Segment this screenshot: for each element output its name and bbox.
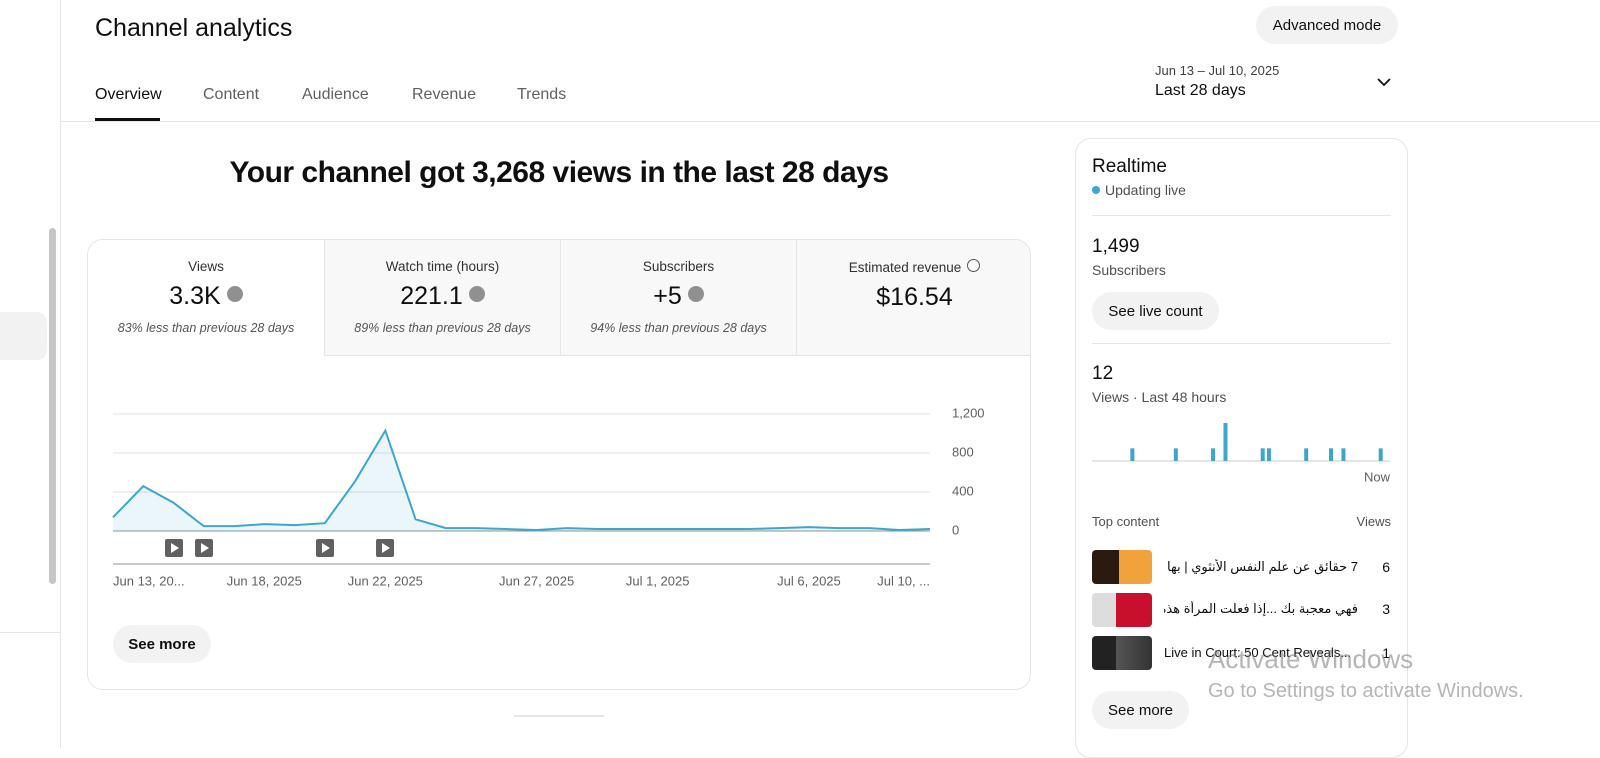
metric-label: Views bbox=[188, 259, 224, 274]
divider bbox=[1092, 215, 1391, 216]
live-count-button[interactable]: See live count bbox=[1092, 292, 1219, 330]
tab[interactable]: Revenue bbox=[412, 86, 477, 103]
tab[interactable]: Content bbox=[203, 86, 260, 103]
metric-value-text: 221.1 bbox=[400, 282, 463, 310]
metric-value: $16.54 bbox=[876, 283, 953, 311]
video-title[interactable]: 7 حقائق عن علم النفس الأنثوي | بها أبدًا… bbox=[1164, 559, 1358, 574]
page-title: Channel analytics bbox=[95, 14, 293, 42]
views-label: Views · Last 48 hours bbox=[1092, 389, 1227, 405]
down-icon bbox=[687, 286, 704, 302]
scroll-hint bbox=[514, 715, 604, 717]
overview-card: Views 3.3K 83% less than previous 28 day… bbox=[87, 239, 1031, 690]
metric-note: 83% less than previous 28 days bbox=[117, 321, 295, 335]
metric-label-text: Estimated revenue bbox=[848, 260, 962, 275]
date-range[interactable]: Jun 13 – Jul 10, 2025 bbox=[1155, 63, 1280, 78]
see-more-button[interactable]: See more bbox=[113, 625, 211, 663]
metric[interactable]: Watch time (hours) 221.1 89% less than p… bbox=[324, 240, 560, 356]
down-icon bbox=[468, 286, 485, 302]
metric-value: +5 bbox=[561, 282, 796, 311]
metric-value-text: +5 bbox=[653, 282, 682, 310]
video-views: 1 bbox=[1382, 645, 1390, 661]
metric-note: 94% less than previous 28 days bbox=[590, 321, 767, 335]
metric-value: 3.3K bbox=[88, 282, 324, 311]
metric-note: 89% less than previous 28 days bbox=[354, 321, 531, 335]
watermark-subtitle: Go to Settings to activate Windows. bbox=[1208, 680, 1524, 702]
video-views: 6 bbox=[1382, 559, 1390, 575]
subscriber-count: 1,499 bbox=[1092, 236, 1140, 257]
thumbnail[interactable] bbox=[1092, 550, 1152, 584]
metric-value: 221.1 bbox=[325, 282, 560, 311]
tab[interactable]: Audience bbox=[302, 86, 369, 103]
metric[interactable]: Views 3.3K 83% less than previous 28 day… bbox=[88, 240, 324, 356]
live-dot bbox=[1092, 186, 1100, 194]
divider bbox=[61, 121, 1600, 122]
scrollbar[interactable] bbox=[49, 228, 56, 584]
video-views: 3 bbox=[1382, 601, 1390, 617]
advanced-mode-button[interactable]: Advanced mode bbox=[1256, 6, 1398, 44]
metric-label: Watch time (hours) bbox=[385, 259, 500, 274]
tab[interactable]: Overview bbox=[95, 86, 162, 103]
divider bbox=[1092, 343, 1391, 344]
clock-icon bbox=[967, 259, 981, 272]
metric[interactable]: Subscribers +5 94% less than previous 28… bbox=[560, 240, 796, 356]
realtime-status: Updating live bbox=[1105, 182, 1186, 198]
sidebar bbox=[0, 0, 61, 748]
thumbnail[interactable] bbox=[1092, 593, 1152, 627]
see-more-button[interactable]: See more bbox=[1092, 691, 1189, 729]
thumbnail[interactable] bbox=[1092, 636, 1152, 670]
views-count: 12 bbox=[1092, 363, 1114, 384]
metric-value-text: 3.3K bbox=[169, 282, 221, 310]
watermark-title: Activate Windows bbox=[1208, 644, 1414, 674]
video-title[interactable]: فهي معجبة بك ...إذا فعلت المرأة هذه الحر… bbox=[1164, 601, 1358, 616]
metric-label: Subscribers bbox=[642, 259, 715, 274]
tab-indicator bbox=[95, 118, 160, 121]
video-title[interactable]: Live in Court: 50 Cent Reveals... bbox=[1164, 645, 1352, 660]
separator bbox=[0, 632, 61, 633]
realtime-title: Realtime bbox=[1092, 156, 1167, 177]
tab[interactable]: Trends bbox=[517, 86, 567, 103]
views-header: Views bbox=[1356, 514, 1391, 529]
headline: Your channel got 3,268 views in the last… bbox=[229, 156, 889, 189]
date-period[interactable]: Last 28 days bbox=[1155, 82, 1246, 99]
dropdown-icon[interactable] bbox=[1376, 76, 1392, 88]
top-content-header: Top content bbox=[1092, 514, 1160, 529]
nav-item[interactable] bbox=[0, 312, 47, 360]
metric-label: Estimated revenue bbox=[797, 259, 1030, 275]
down-icon bbox=[226, 286, 243, 302]
metric[interactable]: Estimated revenue $16.54 bbox=[796, 240, 1030, 356]
subscriber-label: Subscribers bbox=[1092, 262, 1166, 278]
